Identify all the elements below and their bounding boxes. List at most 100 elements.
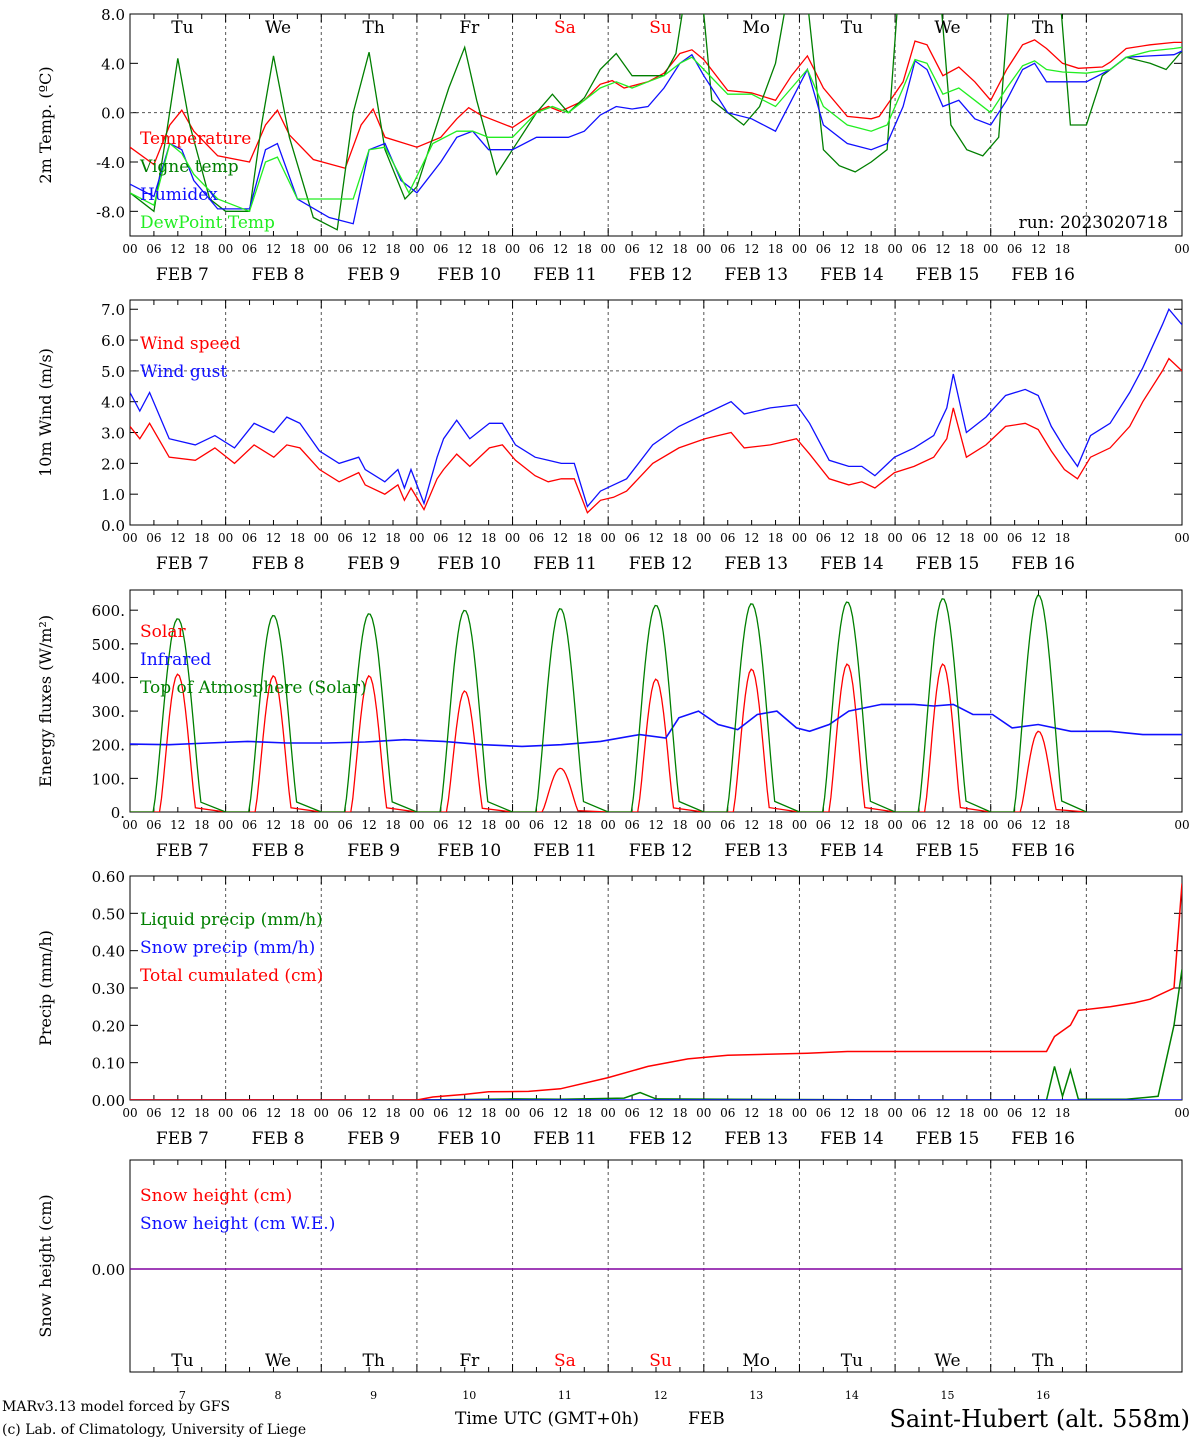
date-label: FEB 10	[437, 1129, 501, 1149]
y-tick-label: 400.	[92, 669, 125, 687]
y-tick-label: 0.60	[92, 868, 125, 886]
hour-tick-label: 06	[1007, 531, 1022, 545]
hour-tick-label: 06	[338, 1106, 353, 1120]
date-label: FEB 11	[533, 1129, 597, 1149]
hour-tick-label: 00	[601, 818, 616, 832]
y-axis-title: 2m Temp. (ºC)	[36, 66, 55, 183]
hour-tick-label: 18	[290, 242, 305, 256]
series-top-of-atmosphere-solar-	[130, 594, 1087, 812]
date-label: FEB 12	[629, 554, 693, 574]
hour-tick-label: 18	[1055, 531, 1070, 545]
hour-tick-label: 06	[529, 818, 544, 832]
series-solar	[130, 663, 1087, 812]
date-label: FEB 16	[1011, 841, 1075, 861]
hour-tick-label: 12	[1031, 818, 1046, 832]
hour-tick-label: 18	[864, 242, 879, 256]
y-tick-label: 0.30	[92, 980, 125, 998]
hour-tick-label: 12	[266, 818, 281, 832]
day-name: We	[934, 1351, 960, 1371]
meteogram-panels: 00 06 12 18 00 06 12 18 00 06 12 18 00 06 12 18 00 06 12 18…	[36, 6, 1190, 1402]
hour-tick-label: 00	[696, 818, 711, 832]
y-tick-label: 0.0	[101, 105, 125, 123]
date-label: FEB 13	[724, 265, 788, 285]
hour-tick-label: 00	[792, 242, 807, 256]
plot-frame	[129, 13, 1183, 237]
day-name: Sa	[554, 18, 576, 38]
legend-entry: Temperature	[140, 129, 251, 149]
hour-tick-label: 12	[935, 242, 950, 256]
hour-tick-label: 12	[840, 818, 855, 832]
y-tick-label: 4.0	[101, 394, 125, 412]
day-name: Sa	[554, 1351, 576, 1371]
day-name: Th	[363, 18, 385, 38]
hour-tick-label: 06	[911, 531, 926, 545]
legend-entry: Wind speed	[140, 334, 241, 354]
y-axis-title: Snow height (cm)	[36, 1194, 55, 1337]
date-label: FEB 8	[252, 265, 305, 285]
hour-tick-label: 12	[553, 531, 568, 545]
hour-tick-label: 00	[1174, 818, 1189, 832]
hour-tick-label: 18	[959, 531, 974, 545]
panel-2: 00 06 12 18 00 06 12 18 00 06 12 18 00 06 12 18 00 06 12 18…	[36, 299, 1190, 574]
hour-tick-label: 06	[146, 818, 161, 832]
hour-tick-label: 06	[720, 531, 735, 545]
date-label: FEB 12	[629, 1129, 693, 1149]
y-tick-label: 0.	[111, 804, 125, 822]
hour-tick-label: 06	[433, 242, 448, 256]
date-label: FEB 11	[533, 265, 597, 285]
hour-tick-label: 00	[1174, 242, 1189, 256]
y-axis-title: 10m Wind (m/s)	[36, 348, 55, 477]
legend-entry: DewPoint Temp	[140, 213, 275, 233]
y-tick-label: 500.	[92, 636, 125, 654]
hour-tick-label: 00	[983, 818, 998, 832]
day-number: 15	[940, 1389, 954, 1402]
hour-tick-label: 18	[864, 531, 879, 545]
date-label: FEB 15	[916, 265, 980, 285]
hour-tick-label: 12	[840, 1106, 855, 1120]
hour-tick-label: 18	[481, 242, 496, 256]
date-label: FEB 14	[820, 554, 884, 574]
hour-tick-label: 12	[457, 818, 472, 832]
hour-tick-label: 18	[385, 531, 400, 545]
hour-tick-label: 12	[457, 531, 472, 545]
hour-tick-label: 12	[840, 531, 855, 545]
hour-tick-label: 12	[935, 818, 950, 832]
hour-tick-label: 00	[314, 818, 329, 832]
hour-tick-label: 12	[457, 1106, 472, 1120]
day-name: Tu	[841, 18, 863, 38]
hour-tick-label: 12	[553, 818, 568, 832]
day-name: Th	[363, 1351, 385, 1371]
hour-tick-label: 00	[792, 818, 807, 832]
y-tick-label: 100.	[92, 770, 125, 788]
hour-tick-label: 06	[338, 242, 353, 256]
date-label: FEB 14	[820, 841, 884, 861]
hour-tick-label: 12	[648, 1106, 663, 1120]
y-tick-label: 0.00	[92, 1092, 125, 1110]
day-name: Th	[1032, 18, 1054, 38]
y-tick-label: 2.0	[101, 455, 125, 473]
hour-tick-label: 06	[146, 1106, 161, 1120]
hour-tick-label: 18	[768, 531, 783, 545]
hour-tick-label: 00	[505, 818, 520, 832]
hour-tick-label: 12	[1031, 242, 1046, 256]
hour-tick-label: 18	[577, 1106, 592, 1120]
day-number: 14	[845, 1389, 859, 1402]
hour-tick-label: 00	[983, 242, 998, 256]
day-name: Tu	[841, 1351, 863, 1371]
run-label: run: 2023020718	[1019, 213, 1168, 233]
hour-tick-label: 00	[505, 1106, 520, 1120]
date-label: FEB 10	[437, 841, 501, 861]
y-tick-label: 0.00	[92, 1261, 125, 1279]
panel-4: 00 06 12 18 00 06 12 18 00 06 12 18 00 06 12 18 00 06 12 18…	[36, 868, 1190, 1149]
hour-tick-label: 12	[1031, 1106, 1046, 1120]
hour-tick-label: 06	[911, 818, 926, 832]
date-label: FEB 7	[156, 1129, 209, 1149]
hour-tick-label: 12	[744, 1106, 759, 1120]
hour-tick-label: 06	[529, 531, 544, 545]
hour-tick-label: 06	[338, 531, 353, 545]
day-name: We	[265, 1351, 291, 1371]
legend-entry: Vigne temp	[139, 157, 239, 177]
day-name: Tu	[171, 1351, 193, 1371]
hour-tick-label: 06	[816, 242, 831, 256]
hour-tick-label: 06	[624, 1106, 639, 1120]
